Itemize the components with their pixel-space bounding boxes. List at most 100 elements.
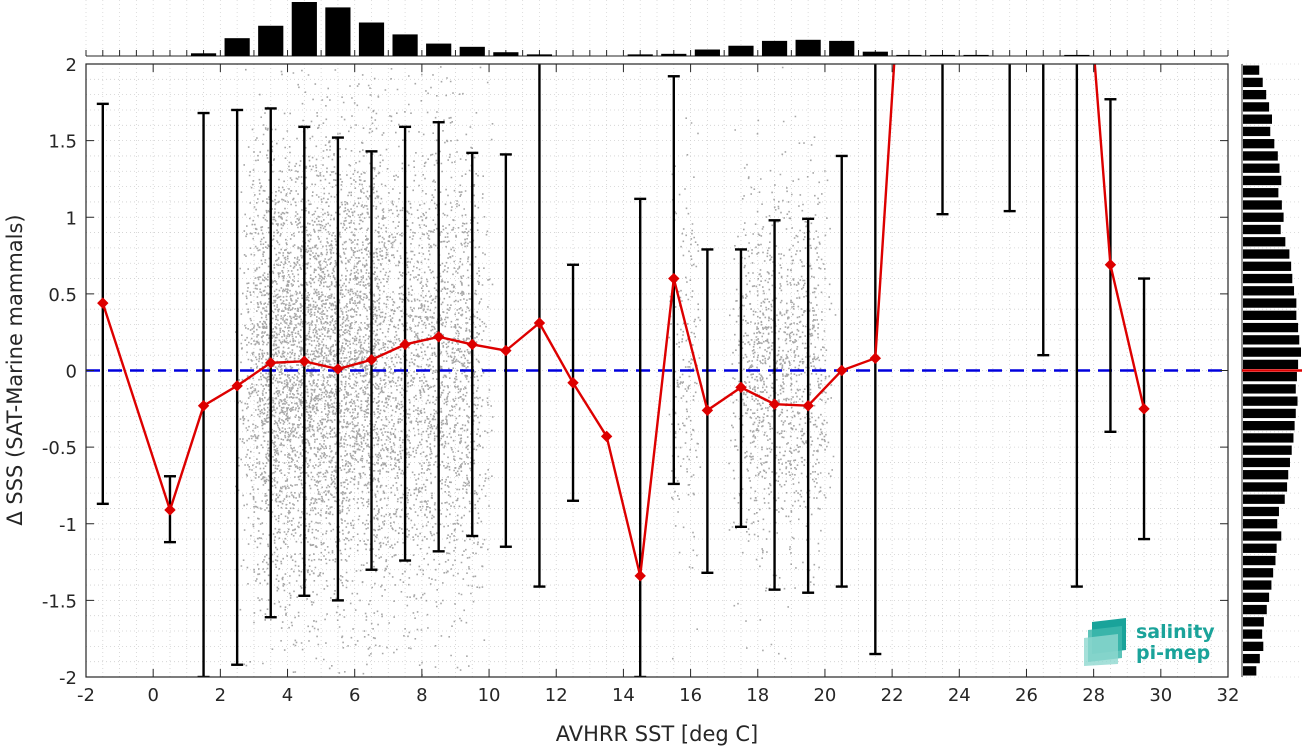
top-hist-bar bbox=[258, 25, 284, 56]
y-tick-label: -2 bbox=[59, 668, 77, 689]
top-hist-bar bbox=[963, 54, 989, 56]
mean-marker bbox=[701, 404, 714, 417]
right-hist-bar bbox=[1243, 310, 1297, 320]
right-hist-bar bbox=[1243, 555, 1276, 566]
right-hist-bar bbox=[1243, 506, 1279, 517]
mean-marker bbox=[836, 364, 848, 377]
mean-marker bbox=[668, 272, 680, 285]
right-hist-bar bbox=[1243, 604, 1267, 615]
right-hist-bar bbox=[1243, 433, 1294, 443]
right-hist-bar bbox=[1243, 335, 1300, 345]
right-hist-bar bbox=[1243, 470, 1289, 480]
top-hist-bar bbox=[224, 38, 250, 56]
x-tick-label: 26 bbox=[1015, 685, 1038, 706]
mean-marker bbox=[1104, 259, 1117, 271]
right-hist-bar bbox=[1243, 286, 1295, 296]
x-tick-label: 18 bbox=[746, 685, 769, 706]
logo-wave-icon bbox=[1084, 618, 1126, 666]
mean-marker bbox=[802, 400, 814, 412]
right-hist-bar bbox=[1243, 482, 1288, 492]
right-hist-bar bbox=[1243, 457, 1290, 468]
right-hist-bar bbox=[1243, 519, 1278, 529]
x-tick-label: -2 bbox=[77, 685, 95, 706]
x-tick-label: 22 bbox=[881, 685, 904, 706]
right-hist-bar bbox=[1243, 65, 1260, 75]
axes bbox=[85, 63, 1229, 678]
mean-marker bbox=[164, 504, 176, 516]
top-hist-bar bbox=[829, 40, 855, 56]
mean-marker bbox=[869, 352, 882, 364]
right-hist-bar bbox=[1243, 249, 1290, 259]
x-tick-label: 4 bbox=[282, 685, 293, 706]
mean-marker bbox=[735, 381, 747, 394]
x-tick-label: 20 bbox=[813, 685, 836, 706]
right-hist-bar bbox=[1243, 396, 1298, 406]
right-hist-bar bbox=[1243, 421, 1295, 431]
right-hist-bar bbox=[1243, 347, 1301, 357]
x-tick-label: 2 bbox=[215, 685, 226, 706]
mean-marker bbox=[432, 331, 445, 343]
top-hist-bar bbox=[493, 52, 519, 56]
mean-marker bbox=[231, 380, 243, 392]
right-hist-bar bbox=[1243, 273, 1293, 284]
right-hist-bar bbox=[1243, 188, 1279, 198]
right-hist-bar bbox=[1243, 543, 1277, 553]
top-hist-bar bbox=[426, 43, 452, 56]
y-tick-label: 0.5 bbox=[48, 285, 77, 306]
top-hist-bar bbox=[694, 49, 720, 56]
mean-line bbox=[101, 64, 1146, 577]
right-hist-bar bbox=[1243, 568, 1274, 578]
right-hist-bar bbox=[1243, 126, 1271, 137]
mean-marker bbox=[1138, 403, 1150, 415]
right-hist-bar bbox=[1243, 261, 1292, 271]
error-bars bbox=[96, 64, 1151, 677]
top-histogram bbox=[85, 0, 1229, 57]
y-axis-title: Δ SSS (SAT-Marine mammals) bbox=[3, 214, 27, 525]
x-tick-label: 14 bbox=[612, 685, 635, 706]
mean-marker bbox=[97, 297, 109, 309]
top-hist-bar bbox=[862, 51, 888, 56]
right-hist-bar bbox=[1243, 212, 1284, 222]
top-hist-bar bbox=[627, 54, 653, 56]
top-hist-bar bbox=[661, 53, 687, 56]
right-hist-bar bbox=[1243, 224, 1281, 235]
right-hist-bar bbox=[1243, 494, 1285, 504]
top-hist-bar bbox=[358, 22, 385, 56]
y-tick-label: 1.5 bbox=[48, 132, 77, 153]
right-hist-bar bbox=[1243, 237, 1286, 247]
right-hist-bar bbox=[1243, 77, 1263, 88]
x-tick-label: 24 bbox=[948, 685, 971, 706]
x-tick-label: 12 bbox=[545, 685, 568, 706]
top-hist-bar bbox=[761, 40, 788, 56]
right-hist-bar bbox=[1243, 580, 1272, 590]
x-tick-label: 6 bbox=[349, 685, 360, 706]
y-tick-label: 2 bbox=[66, 55, 77, 76]
top-hist-bar bbox=[795, 39, 821, 56]
y-tick-label: -1.5 bbox=[42, 591, 77, 612]
tick-labels: -2 0 2 4 6 8 10 12 14 16 18 20 22 24 26 28 30 3221.510.50… bbox=[42, 55, 1240, 706]
mean-marker bbox=[600, 430, 613, 443]
top-hist-bar bbox=[325, 7, 351, 56]
top-hist-bar bbox=[1064, 54, 1090, 56]
right-hist-bar bbox=[1243, 359, 1299, 370]
right-hist-bar bbox=[1243, 384, 1296, 394]
right-hist-bar bbox=[1243, 531, 1282, 541]
salinity-pi-mep-logo: salinity pi-mep bbox=[1084, 618, 1215, 666]
right-hist-bar bbox=[1243, 408, 1296, 419]
top-hist-bar bbox=[291, 2, 317, 56]
x-tick-label: 28 bbox=[1082, 685, 1105, 706]
x-tick-label: 8 bbox=[416, 685, 427, 706]
y-tick-label: 0 bbox=[66, 362, 77, 383]
right-hist-bar bbox=[1243, 617, 1264, 627]
right-hist-bar bbox=[1243, 298, 1297, 308]
right-hist-bar bbox=[1243, 322, 1299, 333]
mean-marker bbox=[332, 363, 344, 375]
logo-text-salinity: salinity bbox=[1136, 621, 1215, 643]
mean-series bbox=[97, 64, 1150, 582]
top-hist-bar bbox=[392, 34, 418, 56]
right-hist-bar bbox=[1243, 151, 1278, 161]
right-hist-bar bbox=[1243, 139, 1275, 149]
right-hist-bar bbox=[1243, 641, 1264, 652]
right-hist-bar bbox=[1243, 653, 1260, 664]
right-hist-bar bbox=[1243, 175, 1282, 186]
